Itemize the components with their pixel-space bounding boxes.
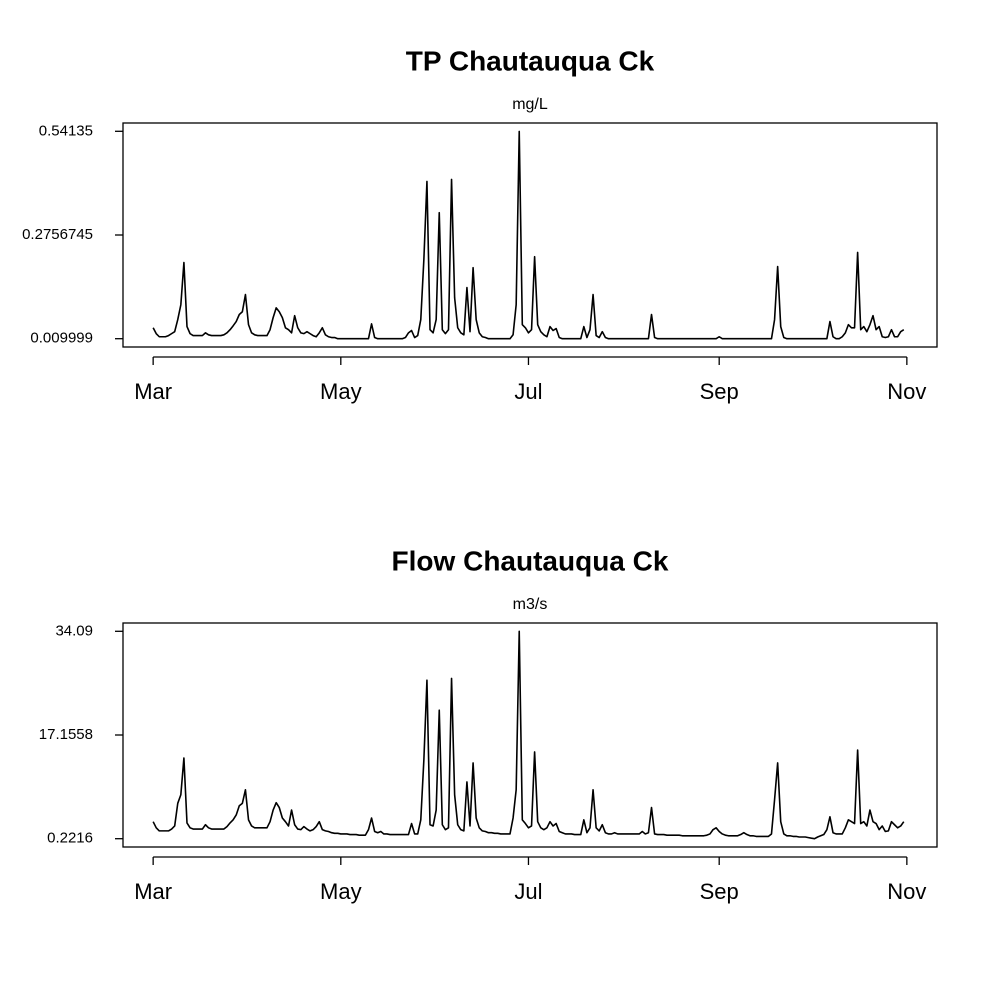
- chart-subtitle: mg/L: [512, 96, 548, 113]
- y-tick-label: 0.2216: [47, 830, 93, 847]
- x-tick-label: Mar: [134, 379, 172, 404]
- x-tick-label: Jul: [514, 879, 542, 904]
- chart-subtitle: m3/s: [513, 596, 548, 613]
- x-tick-label: Nov: [887, 879, 926, 904]
- chart-title: Flow Chautauqua Ck: [392, 545, 669, 576]
- x-tick-label: Nov: [887, 379, 926, 404]
- plot-box: [122, 622, 938, 848]
- data-line: [152, 630, 905, 840]
- chart-title: TP Chautauqua Ck: [406, 45, 655, 76]
- y-tick-label: 0.54135: [39, 122, 93, 139]
- x-tick-label: May: [320, 379, 362, 404]
- y-tick-label: 0.2756745: [22, 226, 93, 243]
- x-tick-label: Sep: [700, 379, 739, 404]
- y-tick-label: 17.1558: [39, 726, 93, 743]
- x-tick-label: Mar: [134, 879, 172, 904]
- x-tick-label: May: [320, 879, 362, 904]
- y-tick-label: 34.09: [55, 622, 93, 639]
- chart-panel: Flow Chautauqua Ck m3/s 0.2216 17.1558 34.09…: [39, 545, 938, 904]
- chart-panel: TP Chautauqua Ck mg/L 0.009999 0.2756745 0.5…: [22, 45, 938, 404]
- data-line: [152, 130, 905, 340]
- x-tick-label: Jul: [514, 379, 542, 404]
- y-tick-label: 0.009999: [30, 330, 93, 347]
- x-tick-label: Sep: [700, 879, 739, 904]
- plot-box: [122, 122, 938, 348]
